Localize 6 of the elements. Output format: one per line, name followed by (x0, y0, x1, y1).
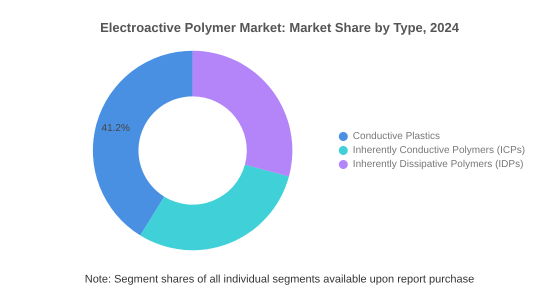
data-label: 41.2% (102, 123, 130, 134)
chart-title: Electroactive Polymer Market: Market Share by Type, 2024 (100, 20, 460, 35)
legend-label: Inherently Conductive Polymers (ICPs) (352, 145, 526, 156)
legend-label: Inherently Dissipative Polymers (IDPs) (352, 159, 524, 170)
legend-label: Conductive Plastics (352, 131, 440, 142)
text: Note: Segment shares of all individual segments available upon report purchase (84, 274, 474, 286)
